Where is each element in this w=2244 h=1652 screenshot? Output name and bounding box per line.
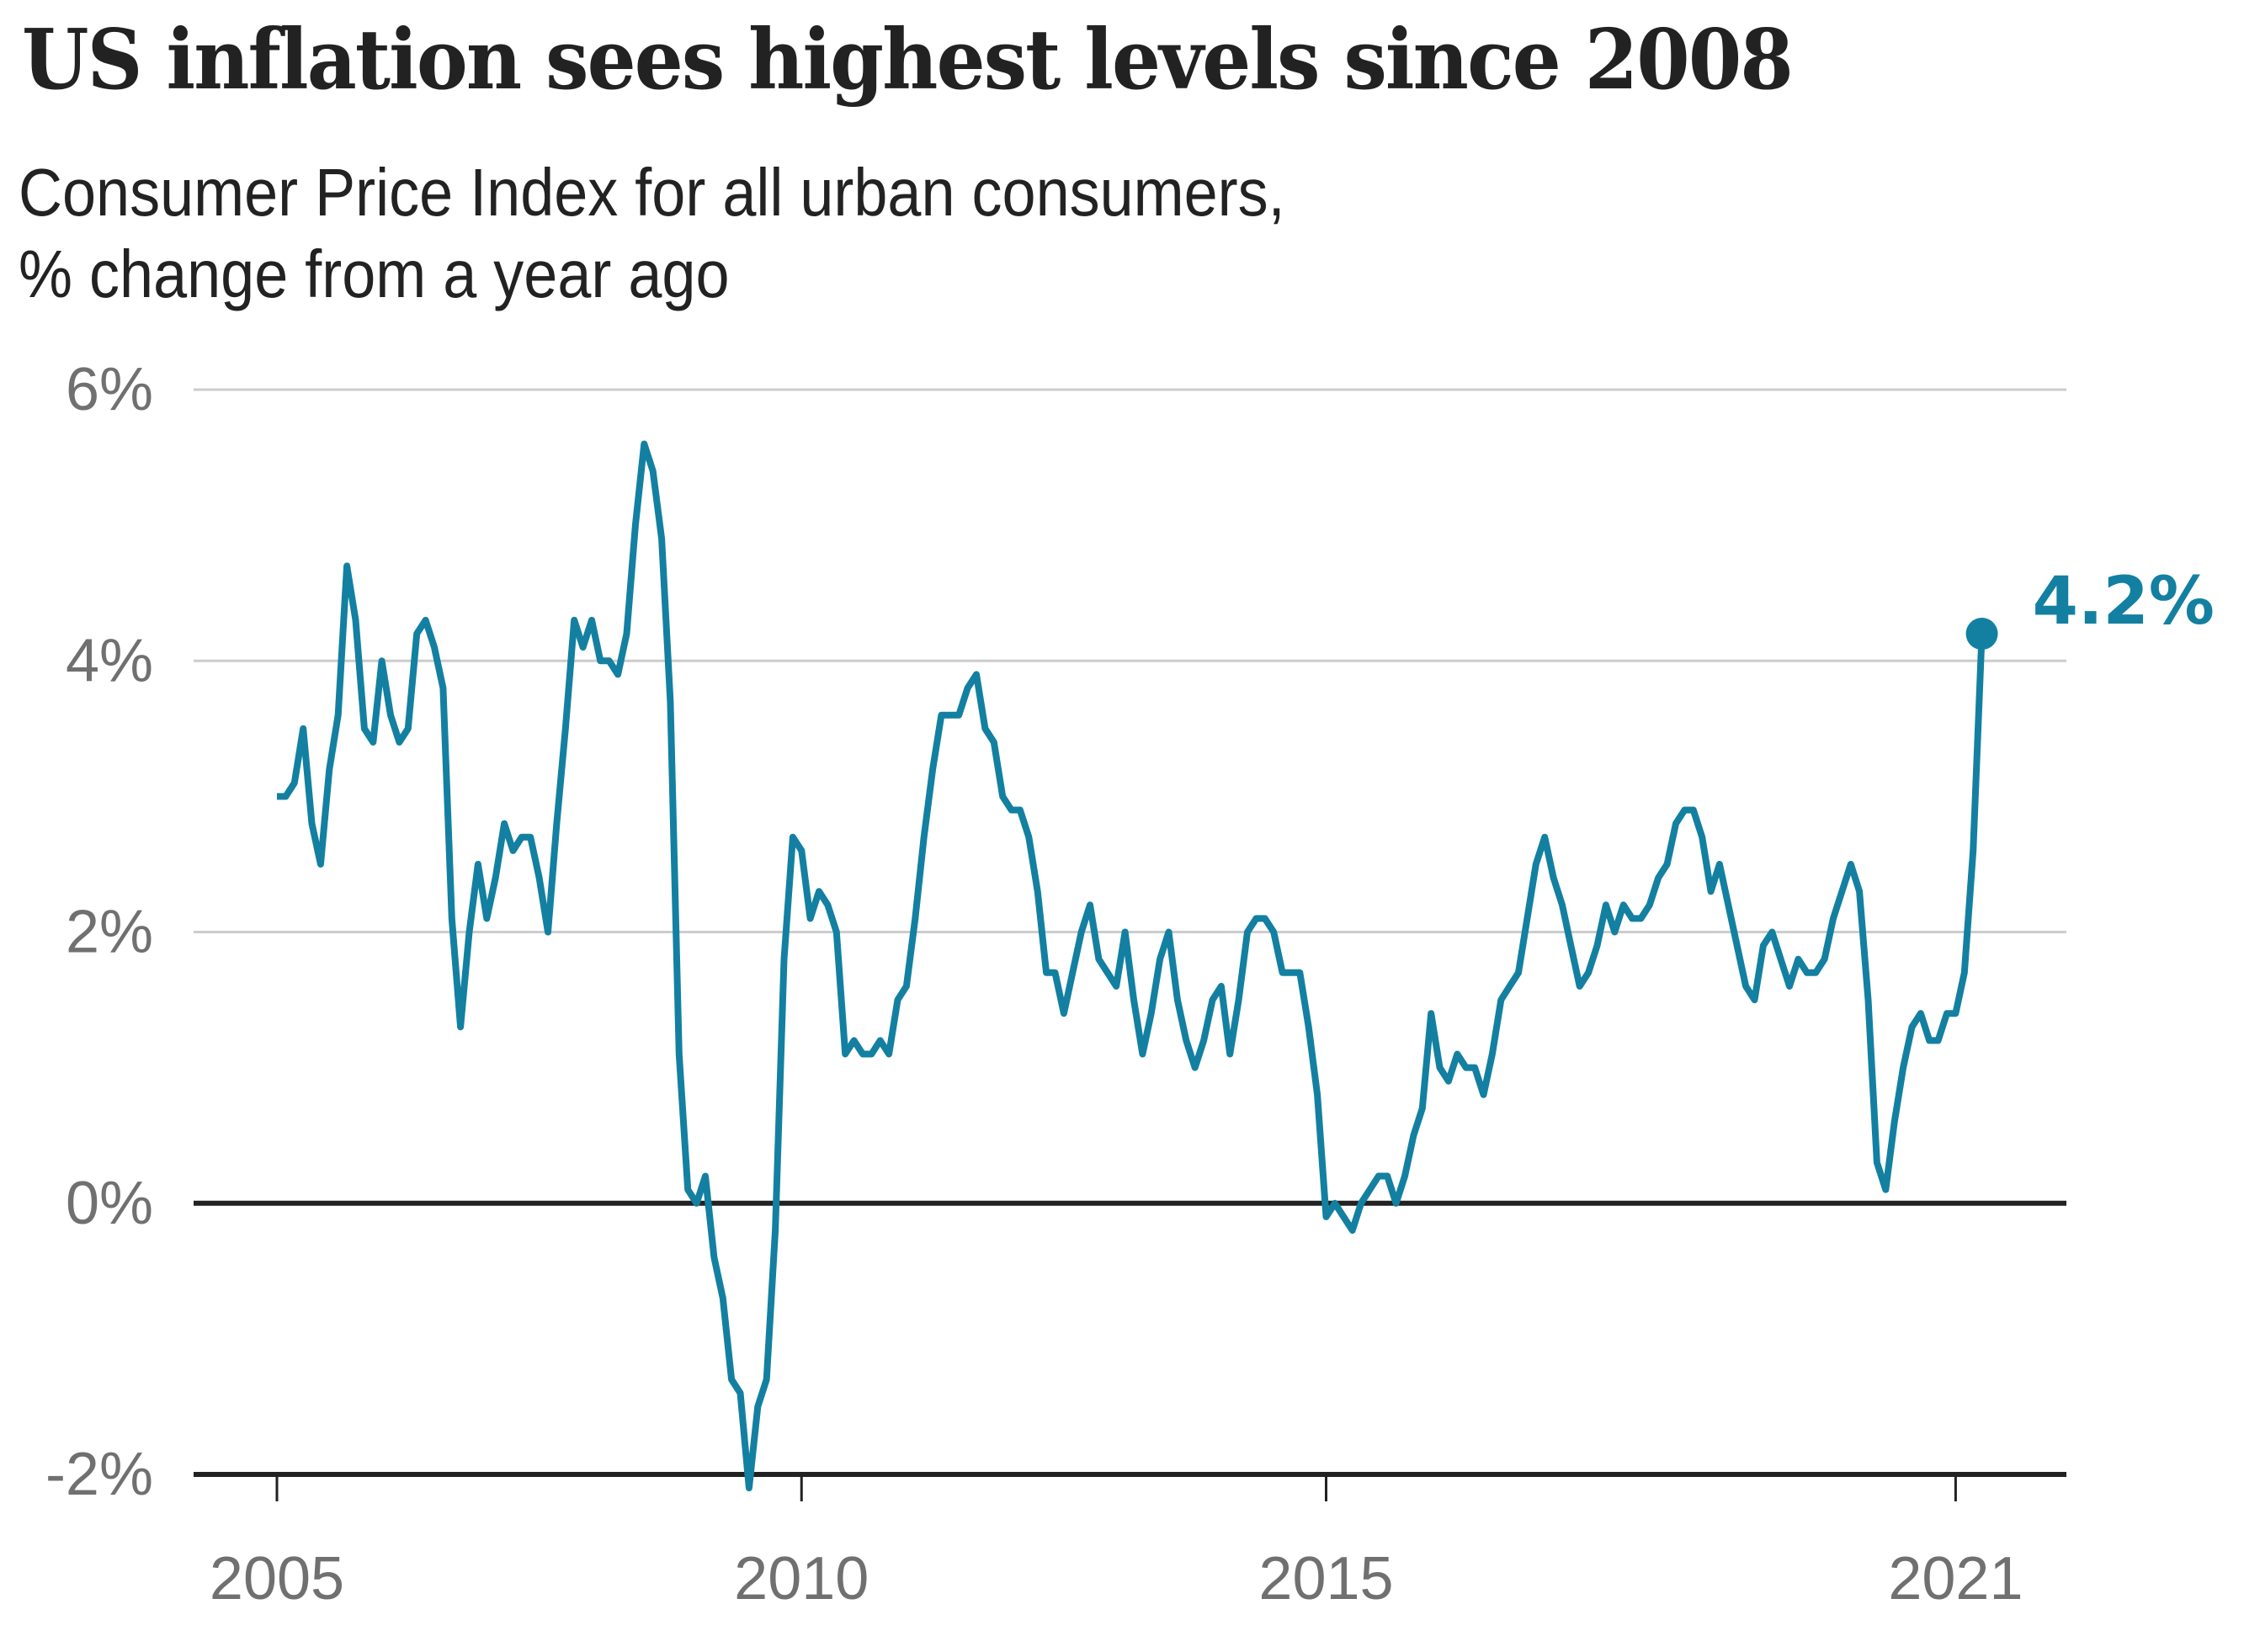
x-tick-label: 2005 [210, 1545, 344, 1612]
end-value-label: 4.2% [2033, 564, 2215, 640]
end-point-marker [1965, 618, 1998, 651]
series-line-cpi [277, 440, 1986, 1492]
x-tick-label: 2021 [1888, 1545, 2023, 1612]
chart-subtitle: Consumer Price Index for all urban consu… [19, 151, 1285, 315]
y-tick-label: 4% [66, 627, 153, 694]
subtitle-line-2: % change from a year ago [19, 236, 730, 311]
x-tick-label: 2015 [1258, 1545, 1393, 1612]
y-tick-label: 2% [66, 899, 153, 966]
gridlines [194, 388, 2066, 1477]
y-tick-label: 6% [66, 356, 153, 423]
annotation-layer: 4.2% [1965, 564, 2215, 651]
x-tick-label: 2010 [734, 1545, 869, 1612]
y-tick-label: 0% [66, 1170, 153, 1237]
y-axis-tick-labels: 6% 4% 2% 0% -2% [45, 356, 153, 1508]
series-layer [277, 440, 1986, 1492]
chart-title: US inflation sees highest levels since 2… [22, 12, 1794, 109]
x-axis: 2005 2010 2015 2021 [210, 1474, 2023, 1612]
subtitle-line-1: Consumer Price Index for all urban consu… [19, 155, 1285, 230]
y-tick-label: -2% [45, 1441, 153, 1508]
